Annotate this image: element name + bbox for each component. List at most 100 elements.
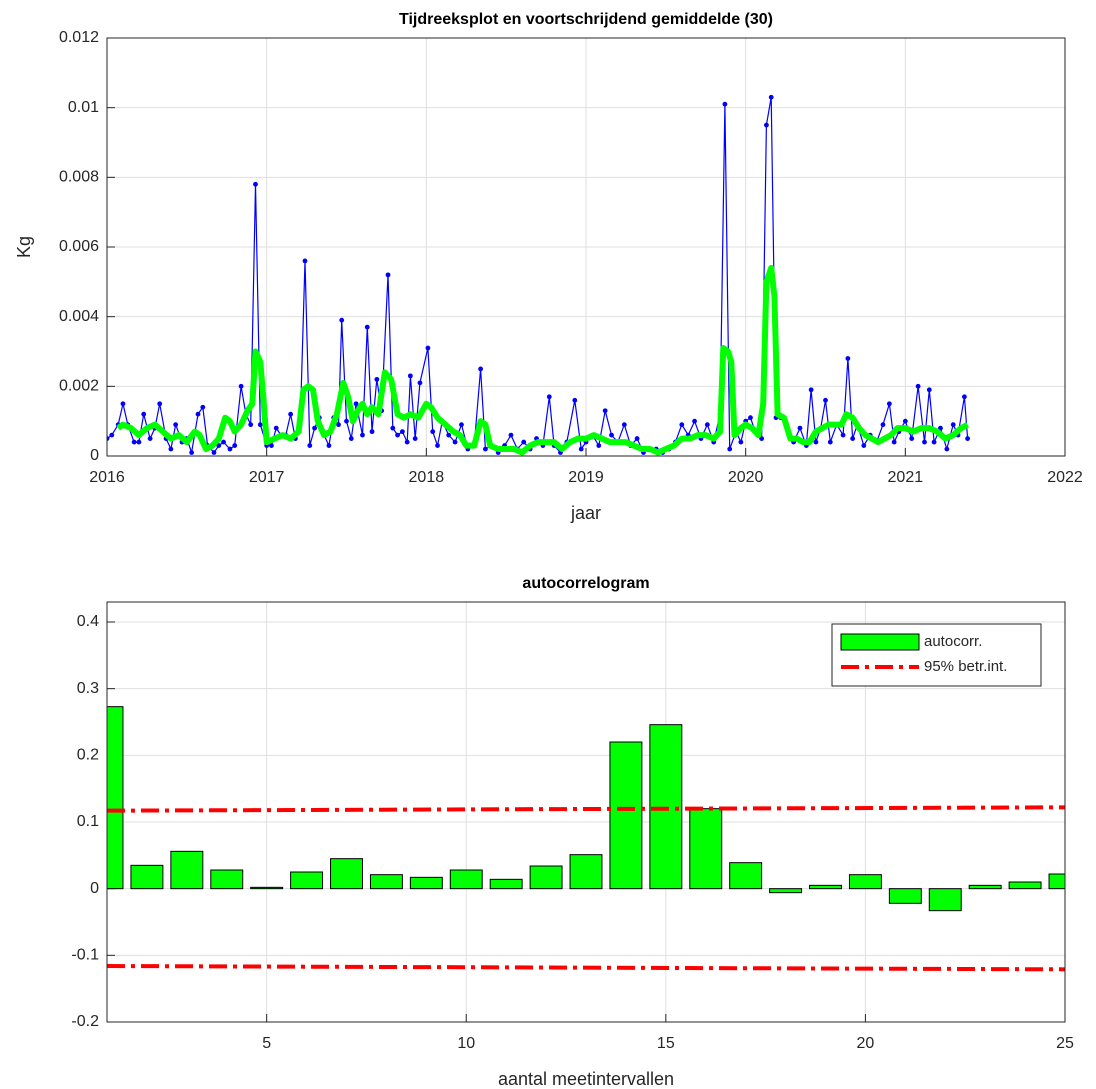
bar xyxy=(409,876,443,890)
data-point xyxy=(850,436,856,441)
bar xyxy=(569,854,603,890)
data-point xyxy=(808,387,814,393)
data-point xyxy=(797,425,803,431)
data-point xyxy=(189,450,195,455)
data-point xyxy=(407,373,413,379)
data-point xyxy=(459,422,464,428)
data-point xyxy=(704,422,710,428)
y-tick-label: 0.004 xyxy=(59,308,99,325)
bar xyxy=(130,864,164,890)
data-point xyxy=(483,446,488,452)
y-axis-label: Kg xyxy=(14,236,34,258)
data-point xyxy=(312,425,317,431)
plot-content xyxy=(107,94,971,456)
data-point xyxy=(840,432,846,438)
data-point xyxy=(891,439,897,445)
y-tick-label: 0.01 xyxy=(68,99,99,116)
y-tick-label: -0.2 xyxy=(71,1013,99,1030)
data-point xyxy=(764,122,769,128)
legend-swatch xyxy=(840,633,920,651)
bar xyxy=(170,850,204,890)
bar xyxy=(449,869,483,890)
data-point xyxy=(364,324,370,330)
data-point xyxy=(727,446,733,452)
data-point xyxy=(922,439,927,445)
data-point xyxy=(147,436,153,441)
bar xyxy=(809,884,842,890)
bar xyxy=(888,888,922,904)
bar xyxy=(107,706,124,890)
y-tick-label: 0.008 xyxy=(59,169,99,186)
data-point xyxy=(326,443,332,448)
data-point xyxy=(692,418,697,424)
bar xyxy=(928,888,962,912)
data-point xyxy=(257,422,263,428)
data-point xyxy=(168,446,174,452)
data-point xyxy=(195,411,201,417)
chart-title: autocorrelogram xyxy=(522,575,649,592)
y-tick-label: -0.1 xyxy=(71,947,99,964)
legend-label: 95% betr.int. xyxy=(924,658,1007,675)
data-point xyxy=(307,443,313,448)
data-line xyxy=(116,264,970,456)
data-point xyxy=(430,429,436,435)
y-tick-label: 0.4 xyxy=(77,613,99,630)
y-tick-label: 0.006 xyxy=(59,238,99,255)
data-point xyxy=(288,411,294,417)
x-tick-label: 2019 xyxy=(568,469,604,486)
axes-frame xyxy=(106,37,1066,457)
bar xyxy=(489,878,523,890)
bar xyxy=(369,874,403,890)
data-point xyxy=(173,422,179,428)
data-point xyxy=(768,94,774,100)
data-point xyxy=(827,439,833,445)
data-point xyxy=(238,383,244,389)
data-point xyxy=(722,101,728,107)
y-tick-label: 0.002 xyxy=(59,378,99,395)
bar xyxy=(250,886,284,890)
bar xyxy=(769,888,803,894)
x-tick-label: 2022 xyxy=(1047,469,1083,486)
bar xyxy=(649,724,683,890)
data-point xyxy=(915,383,921,389)
data-point xyxy=(348,436,354,441)
data-point xyxy=(738,439,744,445)
x-tick-label: 20 xyxy=(857,1035,875,1052)
data-point xyxy=(813,439,819,445)
bar xyxy=(968,884,1002,890)
data-point xyxy=(120,401,126,407)
data-point xyxy=(417,380,423,386)
data-point xyxy=(609,432,614,438)
data-point xyxy=(572,397,578,403)
data-point xyxy=(902,418,908,424)
data-point xyxy=(452,439,458,445)
data-point xyxy=(131,439,137,445)
data-point xyxy=(374,376,380,382)
x-axis-label: jaar xyxy=(570,503,601,523)
data-point xyxy=(931,439,937,445)
data-point xyxy=(369,429,375,435)
x-tick-label: 25 xyxy=(1056,1035,1074,1052)
data-point xyxy=(404,439,410,445)
bar xyxy=(609,741,643,890)
data-point xyxy=(578,446,584,452)
x-tick-label: 10 xyxy=(457,1035,475,1052)
x-tick-label: 2017 xyxy=(249,469,285,486)
data-point xyxy=(253,181,258,187)
data-point xyxy=(360,432,365,438)
bar xyxy=(848,874,882,890)
data-point xyxy=(248,422,254,428)
data-point xyxy=(944,446,950,452)
y-tick-label: 0.2 xyxy=(77,747,99,764)
data-point xyxy=(508,432,514,438)
data-point xyxy=(602,408,608,414)
bar xyxy=(689,808,723,890)
data-point xyxy=(269,443,274,448)
data-point xyxy=(950,422,956,428)
data-point xyxy=(399,429,405,435)
data-point xyxy=(861,443,867,448)
data-point xyxy=(302,258,308,264)
data-point xyxy=(962,394,967,400)
data-point xyxy=(845,356,851,361)
data-point xyxy=(353,401,359,407)
